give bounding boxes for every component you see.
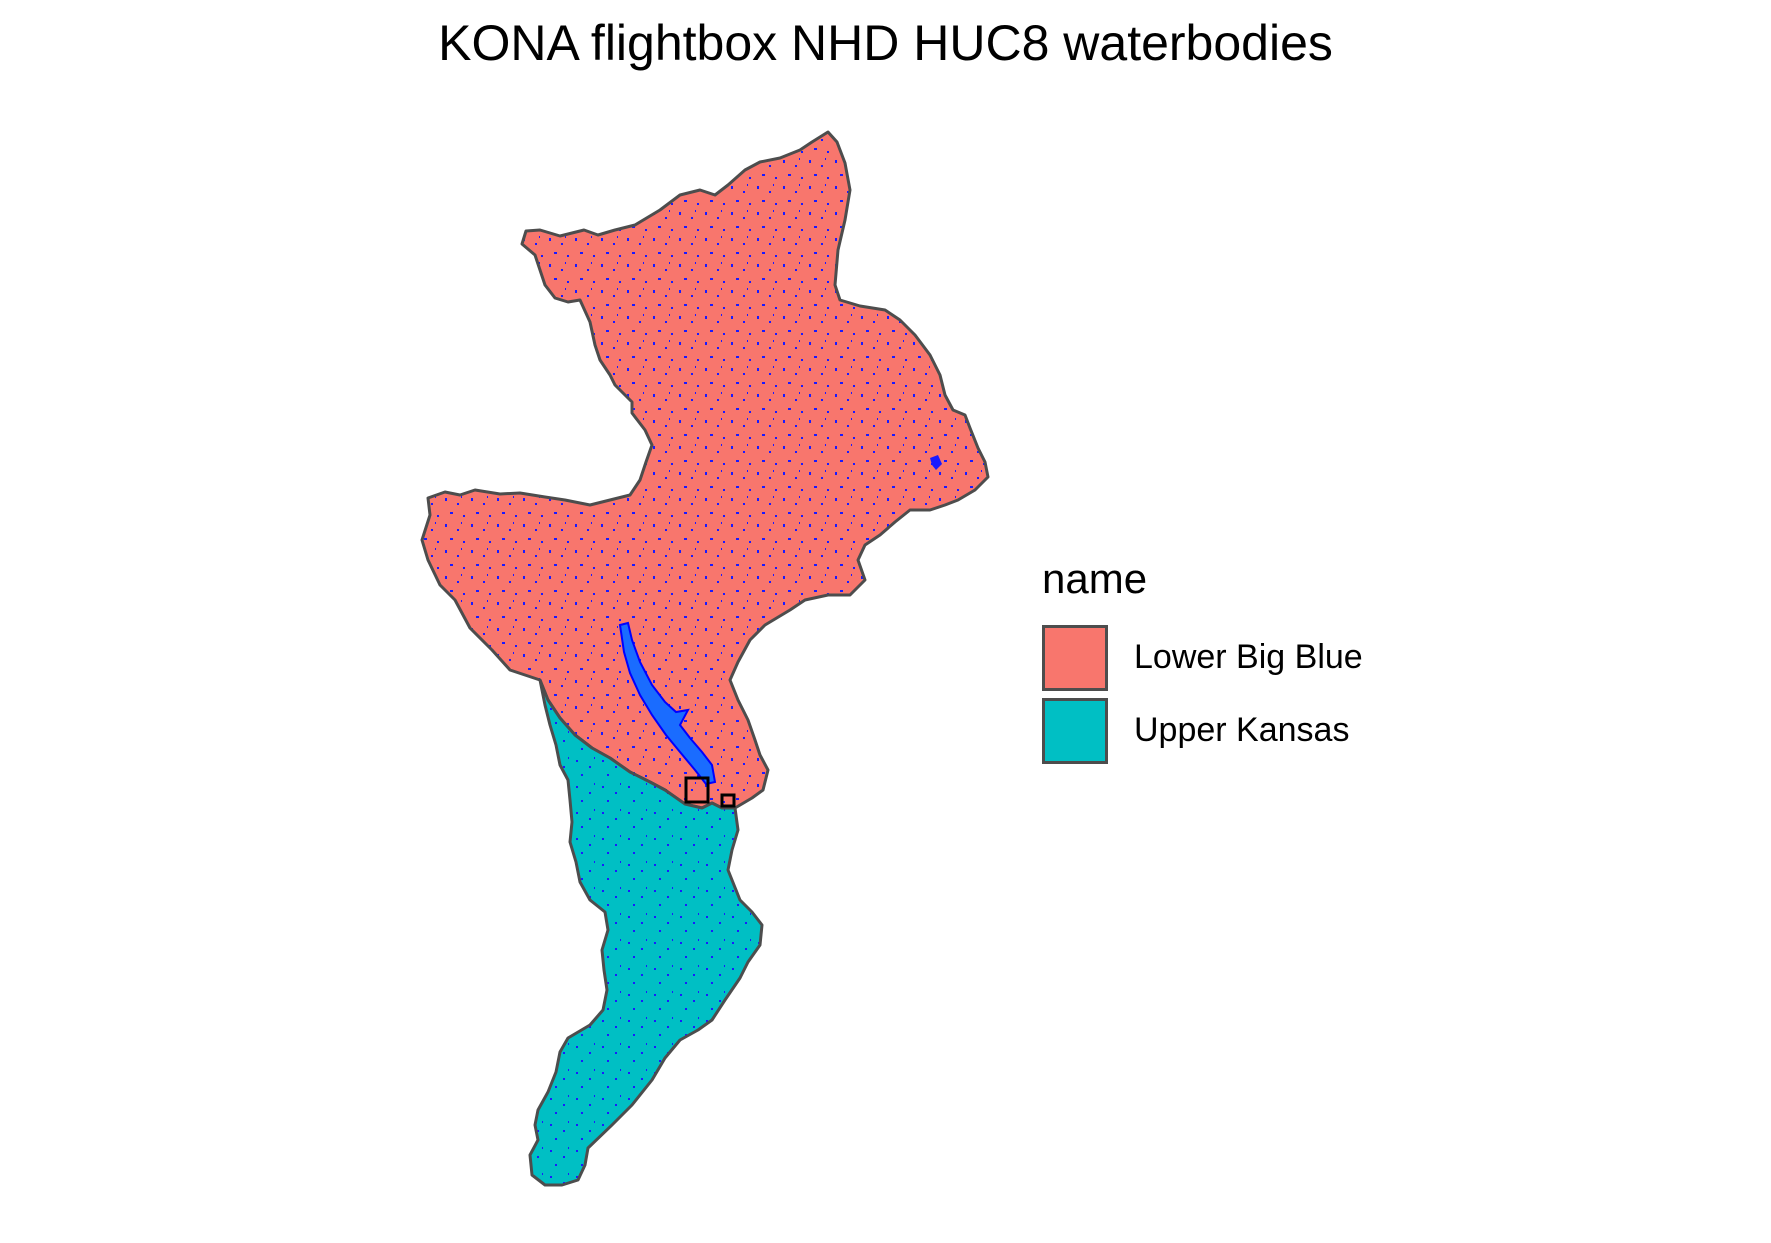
small-lake — [930, 455, 942, 470]
legend-item-lower-big-blue: Lower Big Blue — [1042, 621, 1402, 694]
legend-label-upper-kansas: Upper Kansas — [1134, 711, 1350, 749]
legend-key-upper-kansas — [1042, 697, 1108, 764]
legend-key-lower-big-blue — [1042, 624, 1108, 691]
reservoir-waterbody — [618, 621, 717, 786]
legend-title: name — [1042, 555, 1148, 602]
flightbox-large — [684, 776, 710, 804]
legend: name Lower Big Blue Upper Kansas — [1042, 555, 1402, 767]
flightbox-small — [720, 793, 736, 808]
map-title: KONA flightbox NHD HUC8 waterbodies — [438, 15, 1333, 71]
region-lower-big-blue — [420, 130, 990, 810]
legend-item-upper-kansas: Upper Kansas — [1042, 694, 1402, 767]
legend-label-lower-big-blue: Lower Big Blue — [1134, 638, 1363, 676]
region-upper-kansas — [528, 678, 764, 1187]
